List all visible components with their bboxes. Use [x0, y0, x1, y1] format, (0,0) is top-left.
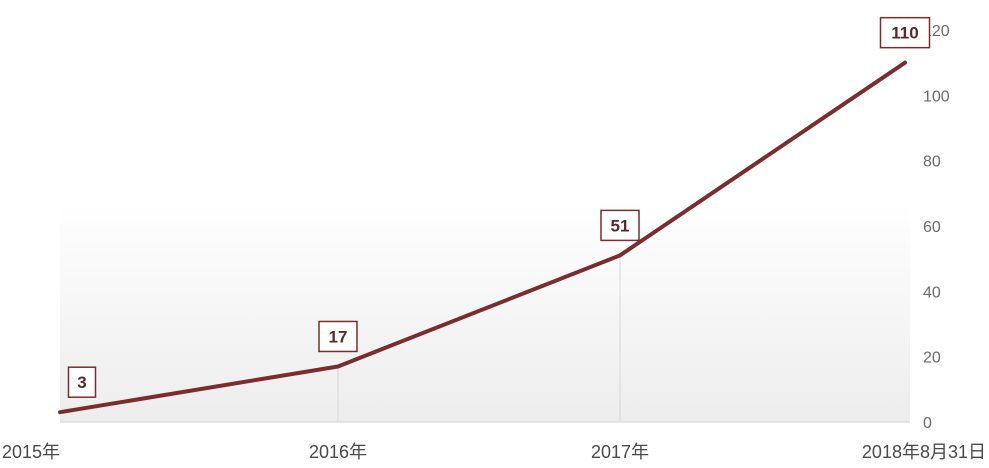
y-tick-label: 40 [923, 284, 941, 301]
x-tick-label: 2017年 [591, 442, 649, 462]
y-tick-label: 20 [923, 350, 941, 367]
data-label-box [318, 320, 358, 353]
y-tick-label: 60 [923, 219, 941, 236]
data-label: 3 [77, 373, 86, 392]
series-line [58, 60, 907, 415]
data-label: 110 [891, 24, 918, 43]
data-label-box [600, 209, 640, 242]
y-tick-label: 100 [923, 88, 950, 105]
y-tick-label: 80 [923, 154, 941, 171]
data-label-box [879, 16, 931, 49]
data-label-box [67, 366, 97, 398]
x-tick-label: 2018年8月31日 [862, 442, 986, 462]
y-tick-label: 0 [923, 415, 932, 432]
drop-lines [337, 255, 621, 422]
x-tick-label: 2015年 [2, 442, 60, 462]
x-tick-label: 2016年 [309, 442, 367, 462]
data-label: 17 [329, 327, 348, 346]
x-axis: 2015年 2016年 2017年 2018年8月31日 [2, 442, 986, 462]
data-labels: 3 17 51 110 [67, 16, 931, 398]
plot-area-background [60, 200, 910, 422]
data-label: 51 [611, 216, 630, 235]
